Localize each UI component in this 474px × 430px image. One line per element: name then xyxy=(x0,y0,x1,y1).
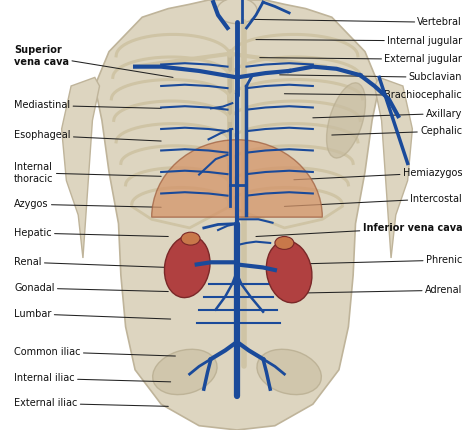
PathPatch shape xyxy=(62,77,100,258)
Text: Internal iliac: Internal iliac xyxy=(14,373,171,384)
Text: Intercostal: Intercostal xyxy=(284,194,462,206)
Ellipse shape xyxy=(153,349,217,395)
Ellipse shape xyxy=(181,232,200,245)
Text: Internal
thoracic: Internal thoracic xyxy=(14,162,161,184)
Text: Vertebral: Vertebral xyxy=(251,17,462,28)
Text: Phrenic: Phrenic xyxy=(280,255,462,265)
Text: Subclavian: Subclavian xyxy=(280,72,462,83)
Text: Cephalic: Cephalic xyxy=(332,126,462,136)
Ellipse shape xyxy=(257,349,321,395)
Wedge shape xyxy=(152,140,322,217)
Text: Gonadal: Gonadal xyxy=(14,283,168,293)
Text: Hepatic: Hepatic xyxy=(14,228,168,238)
Text: Azygos: Azygos xyxy=(14,199,161,209)
Text: Lumbar: Lumbar xyxy=(14,309,171,319)
Ellipse shape xyxy=(164,236,210,298)
Ellipse shape xyxy=(327,83,365,158)
Text: External jugular: External jugular xyxy=(260,54,462,64)
Ellipse shape xyxy=(217,0,257,24)
Text: Brachiocephalic: Brachiocephalic xyxy=(284,90,462,101)
Text: Esophageal: Esophageal xyxy=(14,130,161,141)
PathPatch shape xyxy=(374,77,412,258)
Text: Mediastinal: Mediastinal xyxy=(14,100,161,111)
PathPatch shape xyxy=(95,0,379,430)
Text: Superior
vena cava: Superior vena cava xyxy=(14,45,173,77)
Text: Hemiazygos: Hemiazygos xyxy=(294,168,462,180)
Ellipse shape xyxy=(275,237,294,249)
Ellipse shape xyxy=(266,241,312,303)
Text: External iliac: External iliac xyxy=(14,398,168,408)
Text: Common iliac: Common iliac xyxy=(14,347,175,357)
Text: Inferior vena cava: Inferior vena cava xyxy=(256,223,462,237)
Text: Renal: Renal xyxy=(14,257,168,267)
Text: Adrenal: Adrenal xyxy=(289,285,462,295)
Text: Internal jugular: Internal jugular xyxy=(256,36,462,46)
Text: Axillary: Axillary xyxy=(313,108,462,119)
